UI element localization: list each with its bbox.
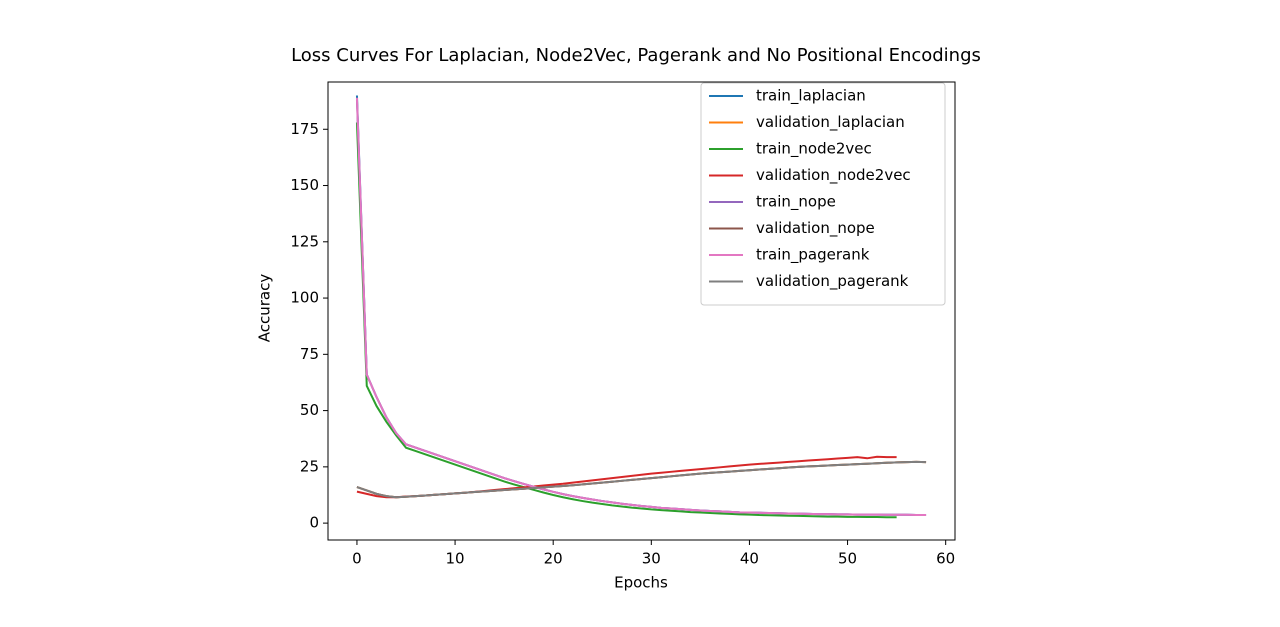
legend-label: train_node2vec bbox=[756, 140, 872, 159]
x-tick-label: 30 bbox=[642, 550, 661, 568]
x-axis-label: Epochs bbox=[614, 574, 668, 592]
x-tick-label: 50 bbox=[838, 550, 857, 568]
legend-label: validation_nope bbox=[756, 219, 875, 238]
x-tick-label: 60 bbox=[936, 550, 955, 568]
y-tick-label: 175 bbox=[290, 120, 319, 138]
legend-label: train_laplacian bbox=[756, 87, 866, 106]
y-tick-label: 75 bbox=[300, 345, 319, 363]
x-tick-label: 10 bbox=[446, 550, 465, 568]
chart-title: Loss Curves For Laplacian, Node2Vec, Pag… bbox=[291, 45, 981, 66]
legend-label: validation_node2vec bbox=[756, 166, 911, 185]
x-tick-label: 20 bbox=[544, 550, 563, 568]
y-axis-label: Accuracy bbox=[256, 274, 274, 343]
y-tick-label: 100 bbox=[290, 289, 319, 307]
y-tick-label: 25 bbox=[300, 457, 319, 475]
x-tick-label: 0 bbox=[352, 550, 362, 568]
y-tick-label: 150 bbox=[290, 176, 319, 194]
line-series bbox=[356, 455, 897, 499]
plot-frame bbox=[327, 81, 956, 541]
y-tick-label: 125 bbox=[290, 232, 319, 250]
line-series bbox=[356, 460, 927, 499]
legend-label: train_pagerank bbox=[756, 246, 870, 265]
y-tick-label: 50 bbox=[300, 401, 319, 419]
line-series bbox=[355, 122, 897, 519]
x-tick-label: 40 bbox=[740, 550, 759, 568]
y-tick-label: 0 bbox=[309, 514, 319, 532]
legend-box bbox=[700, 82, 946, 306]
legend-label: validation_pagerank bbox=[756, 272, 909, 291]
legend-label: train_nope bbox=[756, 193, 836, 212]
legend-label: validation_laplacian bbox=[756, 113, 905, 132]
line-series bbox=[355, 97, 927, 517]
